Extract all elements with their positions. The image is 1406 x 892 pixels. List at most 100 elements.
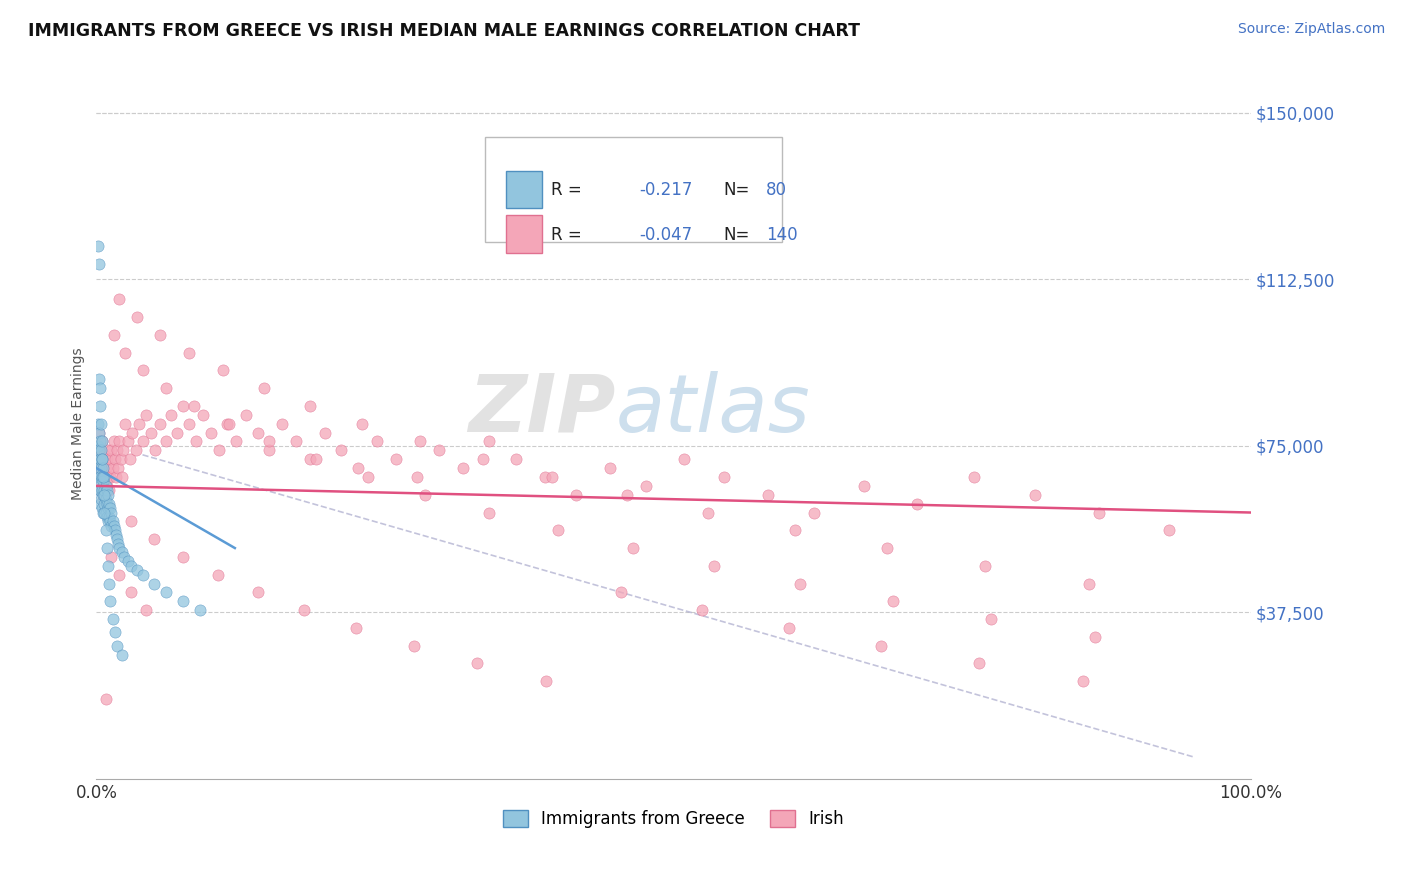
Point (107, 461, 129, 475)
Point (778, 621, 800, 635)
Point (96, 452, 118, 467)
Point (155, 585, 177, 599)
Point (118, 452, 141, 467)
Point (789, 576, 811, 591)
Point (98, 470, 121, 484)
Point (1157, 523, 1180, 537)
Point (87, 483, 110, 498)
Point (350, 417, 373, 431)
Point (285, 434, 308, 449)
Point (703, 558, 725, 573)
Point (298, 452, 321, 467)
Point (191, 408, 214, 422)
Point (87, 470, 110, 484)
Point (131, 567, 153, 582)
Point (98, 501, 121, 516)
Point (98, 594, 121, 608)
Text: N=: N= (724, 226, 751, 244)
Point (304, 452, 326, 467)
Point (505, 452, 527, 467)
Point (876, 541, 898, 555)
Point (89, 381, 111, 395)
Point (97, 558, 120, 573)
Point (621, 541, 644, 555)
Point (121, 425, 143, 440)
Point (541, 470, 564, 484)
Point (97, 488, 120, 502)
Point (86, 417, 108, 431)
Point (98, 461, 121, 475)
Point (111, 648, 134, 662)
Point (101, 461, 124, 475)
Point (478, 434, 501, 449)
Point (207, 567, 229, 582)
Point (330, 443, 353, 458)
Point (534, 470, 557, 484)
Point (91, 488, 114, 502)
Point (87, 257, 110, 271)
Point (212, 363, 235, 377)
Point (117, 434, 139, 449)
Point (89, 443, 111, 458)
Point (616, 488, 638, 502)
Point (969, 657, 991, 671)
Point (114, 345, 136, 359)
Text: -0.047: -0.047 (640, 226, 693, 244)
Point (690, 603, 713, 617)
Point (697, 506, 720, 520)
Point (413, 488, 436, 502)
Point (91, 506, 114, 520)
Point (97, 470, 120, 484)
Text: N=: N= (724, 181, 751, 200)
Point (96, 479, 118, 493)
Point (112, 549, 135, 564)
Point (90, 461, 112, 475)
Point (172, 594, 194, 608)
Point (91, 501, 114, 516)
Point (107, 536, 129, 550)
Point (96, 510, 118, 524)
Point (1024, 488, 1046, 502)
Point (93, 483, 115, 498)
Point (406, 470, 429, 484)
Point (89, 399, 111, 413)
Point (385, 452, 408, 467)
Point (218, 417, 240, 431)
Point (93, 488, 115, 502)
Point (177, 417, 200, 431)
Point (87, 461, 110, 475)
Point (100, 519, 122, 533)
Point (465, 657, 488, 671)
Point (117, 554, 139, 568)
Point (89, 434, 111, 449)
Point (408, 434, 430, 449)
Point (104, 523, 127, 537)
Point (89, 452, 111, 467)
Point (94, 483, 117, 498)
Point (87, 443, 110, 458)
Point (208, 443, 231, 458)
Point (91, 470, 114, 484)
Point (135, 408, 157, 422)
Point (135, 603, 157, 617)
Point (852, 479, 875, 493)
Point (536, 674, 558, 689)
Point (100, 506, 122, 520)
Point (111, 545, 134, 559)
Point (89, 470, 111, 484)
Point (100, 549, 122, 564)
Point (347, 461, 370, 475)
Point (98, 576, 121, 591)
Point (96, 497, 118, 511)
Point (143, 532, 166, 546)
Point (104, 527, 127, 541)
Point (89, 483, 111, 498)
Point (1071, 674, 1094, 689)
Point (803, 506, 825, 520)
Point (246, 585, 269, 599)
Point (97, 501, 120, 516)
Point (713, 470, 735, 484)
Point (91, 434, 114, 449)
Point (86, 239, 108, 253)
Point (91, 452, 114, 467)
